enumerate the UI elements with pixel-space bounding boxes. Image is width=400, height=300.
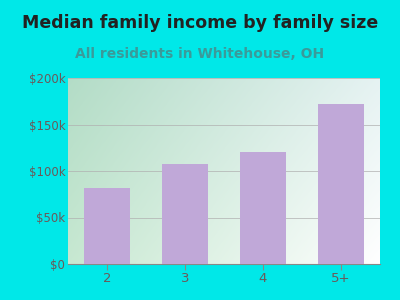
Text: Median family income by family size: Median family income by family size	[22, 14, 378, 32]
Bar	[240, 152, 286, 264]
Text: All residents in Whitehouse, OH: All residents in Whitehouse, OH	[76, 46, 324, 61]
Bar	[318, 104, 364, 264]
Bar	[162, 164, 208, 264]
Bar	[84, 188, 130, 264]
